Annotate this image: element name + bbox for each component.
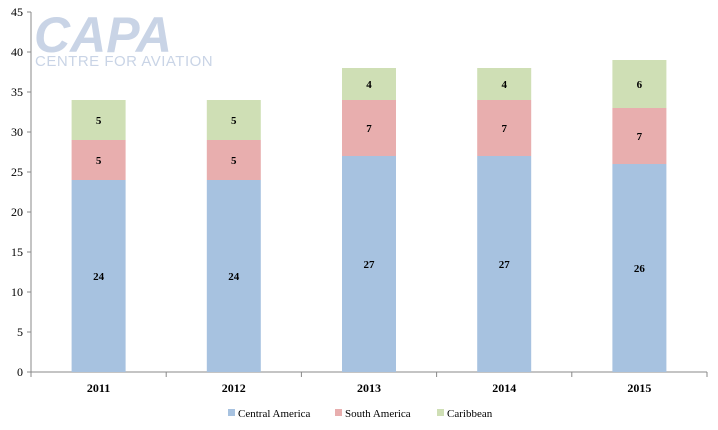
legend-swatch [228, 409, 235, 416]
data-label: 6 [637, 79, 643, 91]
y-tick-label: 5 [17, 325, 23, 339]
y-tick-label: 0 [17, 365, 23, 379]
logo-wordmark: CAPA [34, 7, 172, 63]
bar-segment [342, 156, 396, 372]
y-tick-label: 35 [11, 85, 23, 99]
x-tick-label: 2015 [627, 381, 651, 395]
y-tick-label: 10 [11, 285, 23, 299]
legend: Central America South America Caribbean [228, 408, 493, 420]
data-label: 7 [366, 123, 372, 135]
y-tick-label: 45 [11, 5, 23, 19]
bar-segment [206, 100, 261, 140]
legend-swatch [437, 409, 444, 416]
data-label: 5 [231, 155, 237, 167]
legend-label: Central America [238, 408, 311, 420]
x-tick-label: 2014 [492, 381, 516, 395]
capa-logo: CAPA CENTRE FOR AVIATION [34, 7, 213, 70]
bar-segment [612, 108, 667, 164]
y-tick-label: 15 [11, 245, 23, 259]
data-label: 4 [366, 79, 372, 91]
y-tick-label: 25 [11, 165, 23, 179]
bar-segment [206, 140, 261, 180]
bar-segment [71, 100, 126, 140]
legend-label: South America [345, 408, 411, 420]
bar-segment [206, 180, 261, 372]
bar-segment [477, 68, 532, 100]
data-label: 27 [364, 259, 376, 271]
data-label: 7 [637, 131, 643, 143]
x-tick-label: 2011 [87, 381, 110, 395]
x-tick-label: 2013 [357, 381, 381, 395]
bar-segment [342, 68, 396, 100]
data-label: 5 [96, 115, 102, 127]
x-tick-label: 2012 [222, 381, 246, 395]
bar-segment [71, 180, 126, 372]
legend-swatch [335, 409, 342, 416]
bar-segment [477, 156, 532, 372]
bar-segment [342, 100, 396, 156]
data-label: 26 [634, 263, 646, 275]
bar-segment [477, 100, 532, 156]
bar-segment [612, 164, 667, 372]
legend-label: Caribbean [447, 408, 493, 420]
y-tick-label: 40 [11, 45, 23, 59]
data-label: 27 [499, 259, 511, 271]
data-label: 5 [231, 115, 237, 127]
data-label: 24 [228, 271, 240, 283]
data-labels: 24 5 5 24 5 5 27 7 4 27 7 4 26 7 6 [93, 79, 645, 283]
data-label: 5 [96, 155, 102, 167]
y-tick-label: 30 [11, 125, 23, 139]
data-label: 7 [501, 123, 507, 135]
data-label: 4 [501, 79, 507, 91]
bar-segment [71, 140, 126, 180]
bars [71, 60, 667, 372]
y-tick-label: 20 [11, 205, 23, 219]
bar-segment [612, 60, 667, 108]
data-label: 24 [93, 271, 105, 283]
logo-tagline: CENTRE FOR AVIATION [35, 53, 213, 70]
